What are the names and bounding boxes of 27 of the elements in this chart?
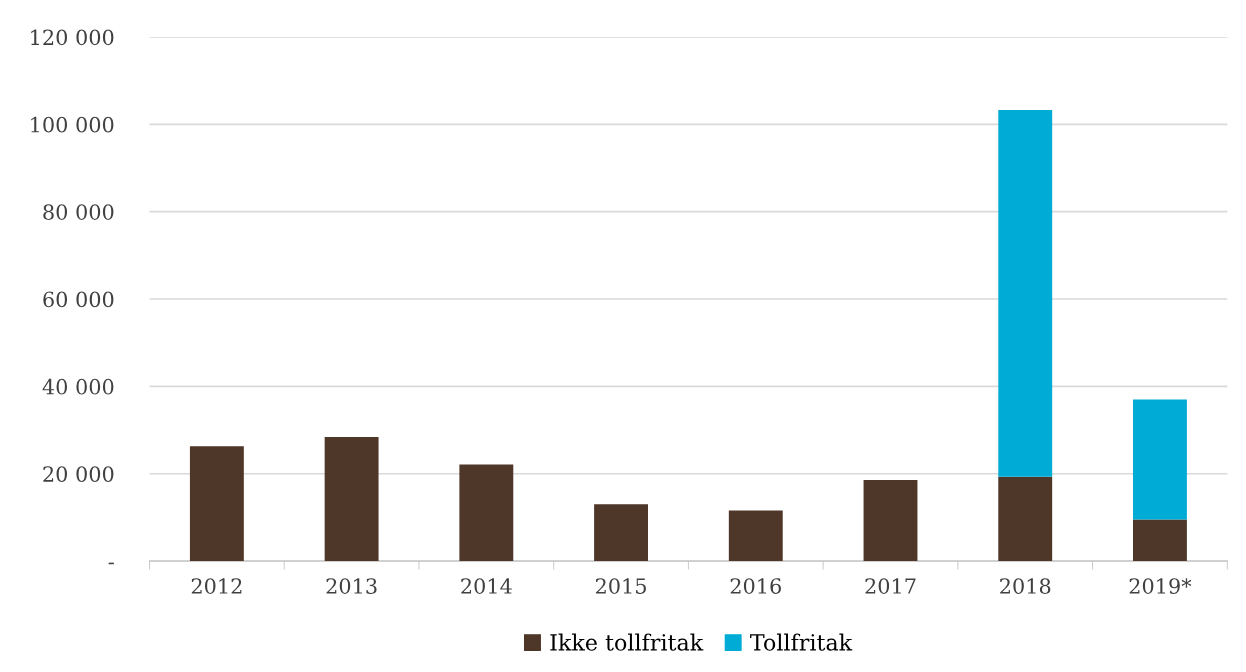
y-tick-label: -	[108, 562, 114, 565]
bar	[1133, 399, 1187, 520]
y-tick-label: 40 000	[42, 378, 114, 395]
y-tick-label: 20 000	[43, 466, 114, 482]
x-tick-label: 2019*	[1129, 578, 1192, 594]
bar	[1133, 519, 1187, 562]
bar	[728, 510, 783, 562]
x-tick-label: 2015	[595, 578, 646, 594]
y-tick-label: 100 000	[31, 116, 114, 133]
y-tick-label: 60 000	[43, 291, 114, 308]
legend-label: Ikke tollfritak	[550, 633, 704, 651]
x-tick-label: 2017	[865, 578, 916, 594]
bar	[998, 476, 1053, 562]
x-tick-label: 2018	[1000, 578, 1051, 594]
y-tick-label: 120 000	[31, 29, 114, 46]
bar	[998, 109, 1053, 477]
x-tick-label: 2013	[326, 578, 377, 594]
bar	[863, 479, 918, 562]
bar	[324, 437, 379, 562]
bar	[594, 504, 648, 562]
x-tick-label: 2012	[191, 578, 242, 594]
legend-label: Tollfritak	[750, 633, 853, 651]
bar	[459, 464, 514, 562]
bar	[189, 446, 244, 562]
y-tick-label: 80 000	[43, 204, 114, 220]
x-tick-label: 2016	[730, 578, 781, 594]
x-tick-label: 2014	[461, 578, 512, 594]
